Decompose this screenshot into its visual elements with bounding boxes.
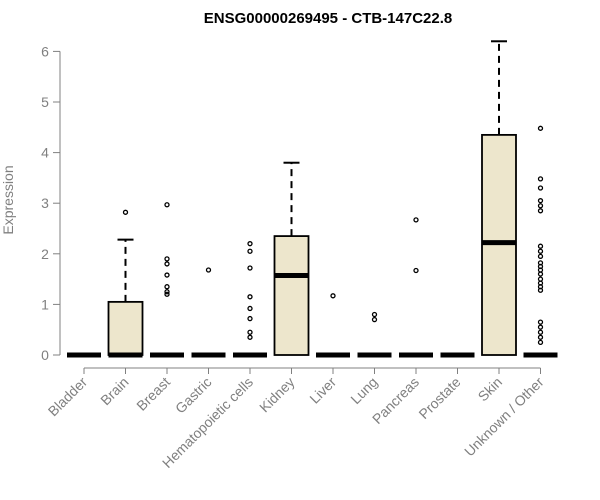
y-tick-label: 3 [41,195,49,211]
y-tick-label: 2 [41,246,49,262]
outlier-point [247,248,253,254]
outlier-point [537,334,544,340]
x-tick-label: Lung [347,374,380,407]
outlier-point [537,253,544,259]
outlier-point [247,315,253,322]
y-axis-label: Expression [0,165,16,234]
outlier-point [413,267,419,274]
box-body [273,235,310,356]
outlier-point [164,284,170,290]
outlier-point [537,339,544,346]
box-breast [150,202,184,358]
outlier-point [413,217,419,223]
outlier-point [537,203,544,209]
outlier-point [247,305,253,312]
box-body [107,300,144,356]
outlier-point [537,271,544,277]
outlier-point [164,272,170,278]
x-tick-label: Kidney [256,374,298,416]
y-tick-label: 4 [41,145,49,161]
outlier-point [371,311,378,318]
box-unknown-other [523,125,558,358]
x-tick-label: Skin [475,374,506,405]
outlier-point [247,329,253,335]
outlier-point [164,291,170,297]
outlier-point [537,176,544,182]
box-skin [481,40,517,356]
outlier-point [164,289,170,295]
x-tick-label: Bladder [45,374,91,420]
box-liver [316,293,350,358]
y-tick-label: 0 [41,347,49,363]
x-tick-label: Liver [306,374,339,407]
outlier-point [330,293,336,299]
outlier-point [247,241,253,247]
outlier-point [164,256,170,262]
box-kidney [273,161,310,356]
outlier-point [122,209,129,215]
box-brain [107,209,144,358]
y-tick-label: 6 [41,43,49,59]
box-hematopoietic-cells [233,241,267,358]
boxes-group [67,40,558,358]
y-axis: 0 1 2 3 4 5 6 [41,43,61,363]
outlier-point [537,319,544,325]
outlier-point [537,243,544,249]
outlier-point [537,329,544,335]
x-tick-label: Breast [133,374,173,414]
outlier-point [247,294,253,300]
outlier-point [537,248,544,254]
box-gastric [191,267,226,358]
outlier-point [537,208,544,214]
outlier-point [537,287,544,293]
outlier-point [205,267,212,273]
outlier-point [537,125,544,131]
outlier-point [537,185,544,191]
outlier-point [164,261,170,267]
x-tick-label: Prostate [415,374,463,422]
chart-title: ENSG00000269495 - CTB-147C22.8 [204,10,452,27]
outlier-point [247,334,253,340]
y-tick-label: 1 [41,296,49,312]
x-tick-label: Brain [97,374,131,408]
box-pancreas [399,217,433,358]
outlier-point [247,265,253,271]
outlier-point [537,198,544,204]
outlier-point [164,202,170,208]
box-lung [357,311,392,358]
outlier-point [537,324,544,330]
outlier-point [371,316,378,323]
y-tick-label: 5 [41,94,49,110]
x-tick-label: Unknown / Other [461,374,547,460]
